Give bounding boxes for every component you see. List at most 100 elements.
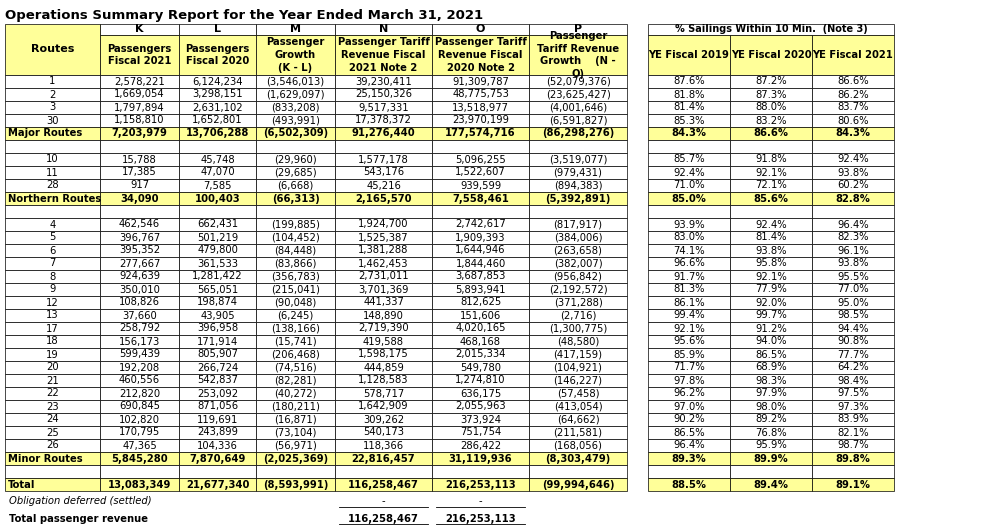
Bar [648, 35, 730, 75]
Bar [648, 478, 730, 491]
Bar [335, 75, 432, 88]
Text: 1,598,175: 1,598,175 [358, 349, 409, 359]
Bar [730, 244, 812, 257]
Bar [432, 426, 529, 439]
Bar [256, 309, 335, 322]
Bar [100, 192, 179, 205]
Text: Routes: Routes [31, 45, 74, 55]
Text: 543,176: 543,176 [363, 167, 404, 178]
Text: 97.3%: 97.3% [837, 402, 868, 411]
Bar [100, 348, 179, 361]
Bar [730, 127, 812, 140]
Bar [432, 478, 529, 491]
Bar [812, 270, 894, 283]
Text: 9,517,331: 9,517,331 [359, 102, 409, 112]
Text: 95.0%: 95.0% [837, 297, 868, 307]
Text: 871,056: 871,056 [197, 402, 238, 411]
Text: 7: 7 [49, 259, 55, 269]
Bar [335, 478, 432, 491]
Bar [179, 439, 256, 452]
Text: 92.0%: 92.0% [755, 297, 786, 307]
Bar [432, 270, 529, 283]
Bar [335, 413, 432, 426]
Bar [730, 205, 812, 218]
Bar [256, 426, 335, 439]
Text: 30: 30 [46, 116, 58, 126]
Bar [648, 400, 730, 413]
Bar [5, 205, 100, 218]
Text: 85.7%: 85.7% [673, 155, 704, 164]
Bar [335, 400, 432, 413]
Text: 277,667: 277,667 [119, 259, 160, 269]
Text: 258,792: 258,792 [119, 323, 160, 333]
Bar [529, 387, 627, 400]
Text: 92.4%: 92.4% [837, 155, 868, 164]
Bar [5, 387, 100, 400]
Bar [5, 24, 100, 75]
Text: (206,468): (206,468) [271, 349, 320, 359]
Text: (84,448): (84,448) [275, 245, 316, 255]
Text: 3,687,853: 3,687,853 [455, 271, 506, 281]
Bar [256, 439, 335, 452]
Text: 13: 13 [46, 311, 59, 321]
Bar [529, 257, 627, 270]
Bar [812, 231, 894, 244]
Bar [529, 348, 627, 361]
Text: 243,899: 243,899 [197, 428, 238, 437]
Text: 89.2%: 89.2% [755, 414, 786, 425]
Bar [100, 296, 179, 309]
Text: 266,724: 266,724 [197, 363, 238, 373]
Text: 253,092: 253,092 [197, 388, 238, 399]
Bar [335, 205, 432, 218]
Bar [256, 35, 335, 75]
Bar [179, 205, 256, 218]
Bar [812, 348, 894, 361]
Bar [812, 35, 894, 75]
Bar [812, 374, 894, 387]
Bar [812, 426, 894, 439]
Bar [730, 270, 812, 283]
Text: (211,581): (211,581) [553, 428, 603, 437]
Text: (3,546,013): (3,546,013) [267, 76, 325, 86]
Bar [648, 205, 730, 218]
Text: 86.6%: 86.6% [837, 76, 868, 86]
Text: 350,010: 350,010 [120, 285, 160, 295]
Text: (6,591,827): (6,591,827) [548, 116, 608, 126]
Bar [100, 426, 179, 439]
Bar [5, 465, 100, 478]
Text: (23,625,427): (23,625,427) [545, 90, 611, 100]
Bar [529, 114, 627, 127]
Bar [5, 426, 100, 439]
Bar [432, 88, 529, 101]
Bar [648, 24, 894, 35]
Bar [730, 88, 812, 101]
Text: 34,090: 34,090 [121, 193, 159, 204]
Bar [179, 244, 256, 257]
Bar [529, 166, 627, 179]
Text: 2,015,334: 2,015,334 [455, 349, 506, 359]
Text: 812,625: 812,625 [459, 297, 501, 307]
Text: 2,165,570: 2,165,570 [356, 193, 412, 204]
Bar [730, 400, 812, 413]
Bar [100, 465, 179, 478]
Bar [100, 335, 179, 348]
Bar [100, 166, 179, 179]
Bar [5, 140, 100, 153]
Bar [648, 127, 730, 140]
Bar [432, 257, 529, 270]
Bar [648, 114, 730, 127]
Bar [256, 179, 335, 192]
Bar [335, 283, 432, 296]
Bar [432, 75, 529, 88]
Bar [256, 322, 335, 335]
Bar [5, 374, 100, 387]
Bar [179, 153, 256, 166]
Text: 1,844,460: 1,844,460 [455, 259, 506, 269]
Text: 177,574,716: 177,574,716 [446, 128, 516, 138]
Bar [335, 296, 432, 309]
Text: 60.2%: 60.2% [837, 181, 868, 190]
Text: 87.6%: 87.6% [673, 76, 704, 86]
Bar [529, 205, 627, 218]
Bar [812, 205, 894, 218]
Bar [335, 348, 432, 361]
